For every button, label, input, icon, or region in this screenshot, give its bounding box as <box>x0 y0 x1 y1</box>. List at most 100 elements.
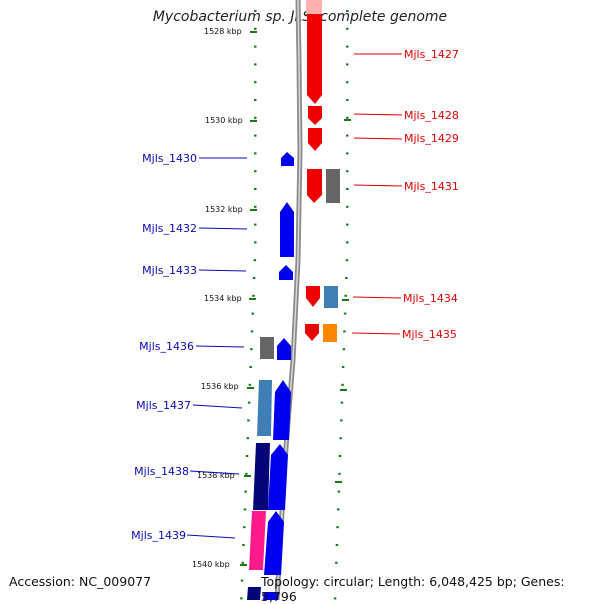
tick-dot <box>242 544 245 546</box>
tick-dot <box>340 419 343 422</box>
tick-dot <box>253 259 257 262</box>
tick-dot <box>254 10 257 12</box>
gene-mjls-1431[interactable] <box>307 169 322 203</box>
gene-label-mjls-1431[interactable]: Mjls_1431 <box>404 180 459 193</box>
tick-dot <box>346 188 349 190</box>
forward-gene-labels: Mjls_1430 Mjls_1432 Mjls_1433 Mjls_1436 … <box>131 152 197 542</box>
scale-tick-label: 1540 kbp <box>192 560 230 569</box>
gene-mjls-1435[interactable] <box>305 324 319 341</box>
tick-dot <box>240 597 243 600</box>
gene-mjls-1436[interactable] <box>277 338 291 360</box>
gene-glyph-faded <box>306 0 322 14</box>
tick-dot <box>346 116 349 119</box>
gene-glyph-bottom <box>263 592 279 600</box>
forward-genes <box>263 152 294 600</box>
scale-major-ticks <box>240 31 351 566</box>
tick-dot <box>346 45 349 48</box>
tick-dot <box>346 205 349 208</box>
gene-mjls-1438[interactable] <box>268 444 288 510</box>
tick-dot <box>251 312 254 315</box>
tick-dot <box>346 10 349 12</box>
reverse-genes <box>305 14 322 341</box>
tick-dot <box>343 312 347 315</box>
gene-label-mjls-1437[interactable]: Mjls_1437 <box>136 399 191 412</box>
tick-dot <box>241 561 244 564</box>
tick-dot <box>245 472 248 475</box>
tick-dot <box>341 366 345 368</box>
gene-mjls-1428[interactable] <box>308 106 322 125</box>
gene-mjls-1439[interactable] <box>264 511 284 575</box>
tick-dot <box>341 383 344 386</box>
tick-dot <box>339 437 342 440</box>
tick-dot <box>340 401 344 404</box>
tick-dot <box>254 99 257 101</box>
tick-dot <box>346 134 349 137</box>
gene-mjls-1429[interactable] <box>308 128 322 151</box>
tick-dot <box>346 99 349 101</box>
tick-dot <box>345 259 349 262</box>
gene-label-mjls-1433[interactable]: Mjls_1433 <box>142 264 197 277</box>
tick-dot <box>254 170 257 173</box>
tick-dot <box>346 27 349 30</box>
reverse-gene-labels: Mjls_1427 Mjls_1428 Mjls_1429 Mjls_1431 … <box>402 48 459 341</box>
scale-tick-label: 1530 kbp <box>205 116 243 125</box>
gene-label-mjls-1430[interactable]: Mjls_1430 <box>142 152 197 165</box>
tick-dot <box>345 277 348 279</box>
tick-dot <box>336 526 339 529</box>
gene-mjls-1437[interactable] <box>273 380 291 440</box>
tick-dot <box>254 116 257 119</box>
gene-label-mjls-1428[interactable]: Mjls_1428 <box>404 109 459 122</box>
tick-dot <box>254 27 257 30</box>
gene-label-mjls-1439[interactable]: Mjls_1439 <box>131 529 186 542</box>
gene-mjls-1430[interactable] <box>281 152 294 166</box>
tick-dot <box>254 134 257 137</box>
tick-dot <box>346 81 349 84</box>
tick-dot <box>346 152 349 155</box>
tick-dot <box>244 490 247 493</box>
tick-dot <box>254 45 257 48</box>
tick-dot <box>249 366 252 368</box>
tick-dot <box>337 508 340 511</box>
tick-dot <box>335 544 339 546</box>
gene-label-mjls-1438[interactable]: Mjls_1438 <box>134 465 189 478</box>
tick-track <box>240 10 349 600</box>
tick-dot <box>346 170 349 173</box>
tick-dot <box>254 188 257 190</box>
tick-dot <box>252 294 255 297</box>
gene-mjls-1427[interactable] <box>307 14 322 104</box>
label-connectors <box>186 53 403 539</box>
tick-dot <box>247 419 250 422</box>
tick-dot <box>252 277 256 279</box>
tick-dot <box>335 561 338 564</box>
gene-label-mjls-1434[interactable]: Mjls_1434 <box>403 292 458 305</box>
gene-label-mjls-1435[interactable]: Mjls_1435 <box>402 328 457 341</box>
tick-dot <box>346 241 349 244</box>
tick-dot <box>344 294 347 297</box>
tick-dot <box>250 348 253 351</box>
gene-mjls-1434[interactable] <box>306 286 320 307</box>
gene-mjls-1433[interactable] <box>279 265 293 280</box>
tick-dot <box>250 330 254 333</box>
other-genes <box>247 169 340 600</box>
gene-label-mjls-1432[interactable]: Mjls_1432 <box>142 222 197 235</box>
tick-dot <box>333 597 337 600</box>
tick-dot <box>245 455 249 457</box>
scale-tick-label: 1538 kbp <box>197 471 235 480</box>
tick-dot <box>243 526 246 529</box>
tick-dot <box>338 455 342 457</box>
tick-dot <box>254 205 257 208</box>
gene-label-mjls-1427[interactable]: Mjls_1427 <box>404 48 459 61</box>
tick-dot <box>254 63 257 66</box>
tick-dot <box>342 348 346 351</box>
gene-mjls-1432[interactable] <box>280 202 294 257</box>
tick-dot <box>246 437 249 440</box>
gene-label-mjls-1429[interactable]: Mjls_1429 <box>404 132 459 145</box>
scale-tick-label: 1532 kbp <box>205 205 243 214</box>
tick-dot <box>346 63 349 66</box>
tick-dot <box>240 579 244 582</box>
tick-dot <box>247 401 251 404</box>
tick-dot <box>337 490 341 493</box>
gene-label-mjls-1436[interactable]: Mjls_1436 <box>139 340 194 353</box>
